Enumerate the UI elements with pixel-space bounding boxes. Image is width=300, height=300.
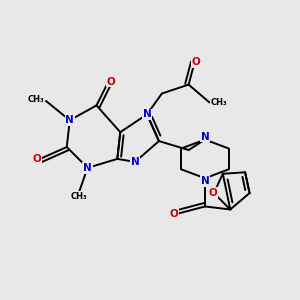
Text: O: O — [208, 188, 217, 198]
Text: N: N — [201, 132, 209, 142]
Text: N: N — [83, 163, 92, 173]
Text: N: N — [65, 115, 74, 125]
Text: O: O — [169, 209, 178, 219]
Text: CH₃: CH₃ — [28, 95, 44, 104]
Text: CH₃: CH₃ — [211, 98, 228, 107]
Text: N: N — [131, 157, 140, 167]
Text: O: O — [107, 76, 116, 87]
Text: O: O — [192, 57, 200, 67]
Text: N: N — [143, 109, 152, 119]
Text: O: O — [33, 154, 41, 164]
Text: CH₃: CH₃ — [70, 192, 87, 201]
Text: N: N — [201, 176, 209, 186]
